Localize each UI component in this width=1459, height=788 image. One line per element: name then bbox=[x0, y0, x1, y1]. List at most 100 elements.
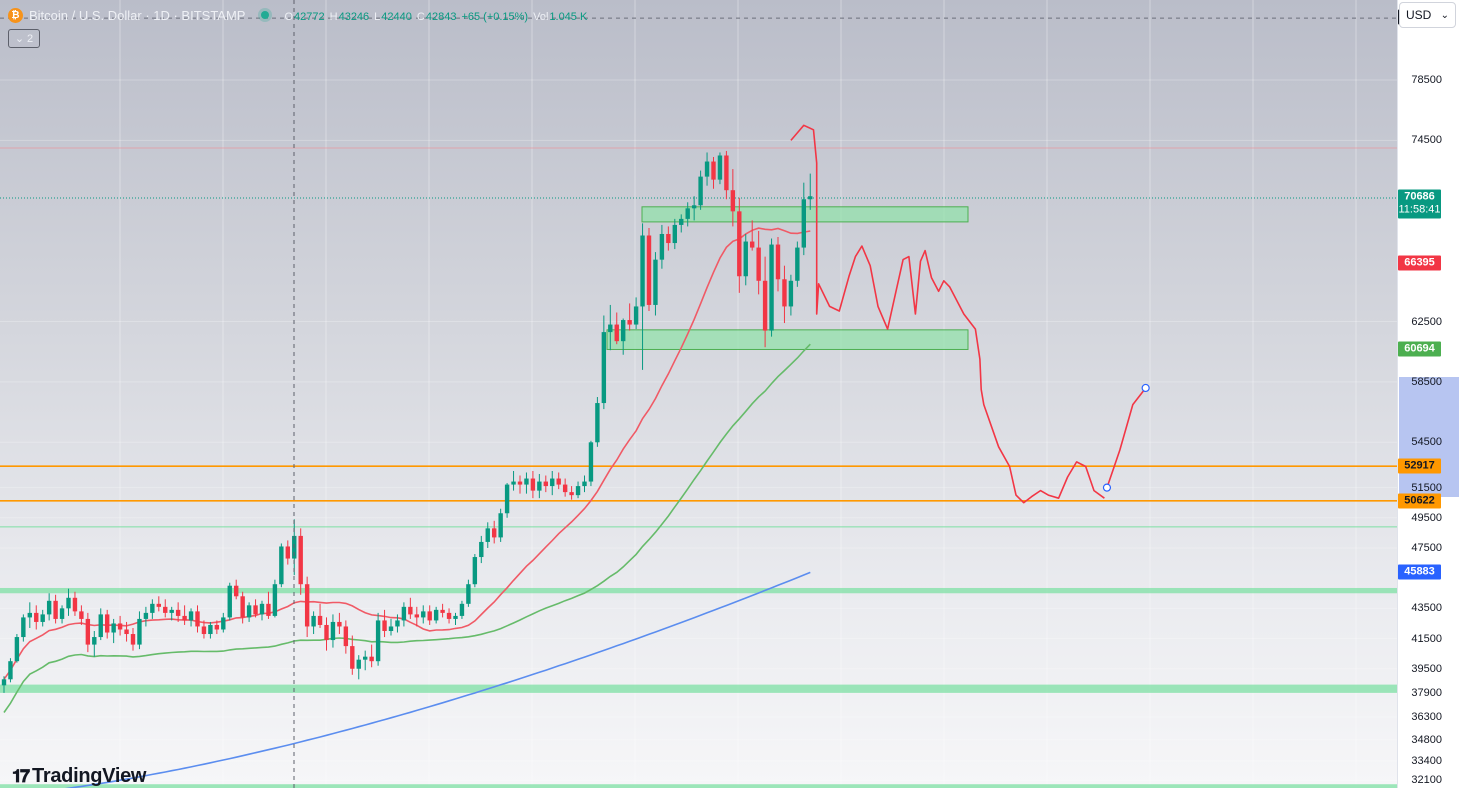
price-scale[interactable]: 78500 74500 62500 58500 54500 51500 49500 47500… bbox=[1397, 0, 1459, 788]
candle-body bbox=[414, 614, 419, 618]
candle-body bbox=[666, 233, 671, 244]
candle-body bbox=[221, 617, 226, 630]
candle-body bbox=[156, 603, 161, 607]
candle-body bbox=[762, 280, 768, 331]
candle-body bbox=[240, 596, 245, 618]
candle-body bbox=[337, 621, 342, 627]
candles bbox=[1, 150, 813, 693]
candle-body bbox=[614, 324, 619, 342]
bar-countdown: 11:58:41 bbox=[1398, 203, 1441, 216]
ma-slow-line bbox=[64, 571, 811, 788]
price-tag-ma-red: 66395 bbox=[1398, 255, 1441, 271]
candle-body bbox=[672, 224, 677, 244]
price-tag-value: 66395 bbox=[1404, 256, 1435, 269]
price-tag-last: 70686 11:58:41 bbox=[1398, 189, 1441, 219]
candle-body bbox=[79, 611, 84, 619]
candle-body bbox=[556, 478, 561, 485]
price-tick: 36300 bbox=[1411, 711, 1442, 724]
candle-body bbox=[21, 617, 26, 638]
candle-body bbox=[214, 624, 220, 630]
candle-body bbox=[621, 320, 626, 342]
candle-body bbox=[304, 584, 310, 627]
currency-value: USD bbox=[1406, 8, 1432, 22]
logo-text: TradingView bbox=[32, 765, 147, 787]
ohlc-value: 1.045 K bbox=[549, 10, 588, 23]
price-tick: 41500 bbox=[1411, 632, 1442, 645]
projection-anchor bbox=[1141, 383, 1150, 393]
candle-body bbox=[588, 442, 594, 482]
candle-body bbox=[582, 481, 587, 487]
candle-body bbox=[111, 623, 116, 633]
price-tick: 39500 bbox=[1411, 662, 1442, 675]
candle-body bbox=[795, 247, 800, 281]
candle-body bbox=[562, 484, 568, 493]
candle-body bbox=[182, 615, 187, 621]
candle-body bbox=[737, 211, 742, 277]
symbol-title[interactable]: Bitcoin / U.S. Dollar · 1D · BITSTAMP bbox=[29, 7, 246, 23]
moving-averages bbox=[3, 227, 811, 788]
candle-body bbox=[395, 620, 400, 627]
candle-body bbox=[659, 233, 665, 260]
ohlc-key: L bbox=[374, 10, 381, 23]
candle-body bbox=[234, 585, 239, 597]
ohlc-key: H bbox=[329, 10, 338, 23]
candle-body bbox=[730, 190, 736, 212]
candle-body bbox=[498, 513, 503, 538]
candle-body bbox=[14, 637, 20, 662]
candle-body bbox=[66, 597, 71, 609]
candle-body bbox=[188, 611, 194, 621]
candle-body bbox=[298, 535, 303, 585]
price-tick: 74500 bbox=[1411, 134, 1442, 147]
candle-body bbox=[330, 621, 336, 641]
candle-body bbox=[517, 481, 523, 485]
price-tag-value: 70686 bbox=[1404, 190, 1435, 203]
projection-continuation bbox=[1106, 387, 1147, 488]
candle-body bbox=[769, 244, 774, 331]
candle-body bbox=[788, 280, 794, 307]
price-tick: 33400 bbox=[1411, 754, 1442, 767]
candle-body bbox=[633, 306, 639, 325]
candle-body bbox=[382, 620, 387, 632]
ma-mid-line bbox=[3, 343, 811, 713]
candle-body bbox=[511, 481, 516, 485]
price-tag-level-upper: 52917 bbox=[1398, 458, 1441, 474]
candle-body bbox=[253, 605, 258, 615]
price-tag-value: 52917 bbox=[1404, 459, 1435, 472]
price-tag-value: 45883 bbox=[1404, 565, 1435, 578]
ohlc-value: +65 (+0.15%) bbox=[461, 10, 529, 23]
candle-body bbox=[369, 656, 374, 662]
candle-body bbox=[105, 614, 110, 633]
candle-body bbox=[401, 606, 407, 621]
candle-body bbox=[130, 634, 136, 645]
chevron-down-icon: ⌄ bbox=[1440, 9, 1449, 21]
candle-body bbox=[53, 600, 58, 619]
candle-body bbox=[543, 481, 548, 487]
candle-body bbox=[711, 161, 716, 180]
price-chart[interactable] bbox=[0, 0, 1397, 788]
candle-body bbox=[640, 235, 645, 307]
currency-select[interactable]: USD ⌄ bbox=[1399, 2, 1456, 28]
candle-body bbox=[421, 611, 426, 618]
candle-body bbox=[530, 478, 536, 491]
tradingview-logo-icon: 𝟏𝟕 bbox=[12, 766, 30, 786]
market-status-icon[interactable] bbox=[261, 11, 270, 19]
ohlc-key: C bbox=[416, 10, 425, 23]
ohlc-value: 42440 bbox=[381, 10, 412, 23]
candle-body bbox=[685, 208, 690, 219]
candle-body bbox=[124, 629, 129, 635]
candle-body bbox=[227, 585, 232, 618]
candle-body bbox=[27, 612, 32, 618]
candle-body bbox=[595, 403, 600, 443]
candle-body bbox=[743, 241, 748, 277]
price-tick: 47500 bbox=[1411, 541, 1442, 554]
candle-body bbox=[46, 600, 52, 615]
ohlc-key: Vol bbox=[533, 10, 549, 23]
candle-body bbox=[279, 546, 284, 585]
tradingview-logo[interactable]: 𝟏𝟕 TradingView bbox=[12, 765, 146, 788]
candle-body bbox=[575, 486, 581, 496]
support-zone bbox=[0, 784, 1397, 788]
indicators-collapse-button[interactable]: ⌄ 2 bbox=[8, 29, 40, 48]
symbol-legend: ₿ Bitcoin / U.S. Dollar · 1D · BITSTAMP … bbox=[8, 6, 587, 24]
support-zone bbox=[606, 329, 969, 350]
chart-canvas[interactable]: ₿ Bitcoin / U.S. Dollar · 1D · BITSTAMP … bbox=[0, 0, 1397, 788]
